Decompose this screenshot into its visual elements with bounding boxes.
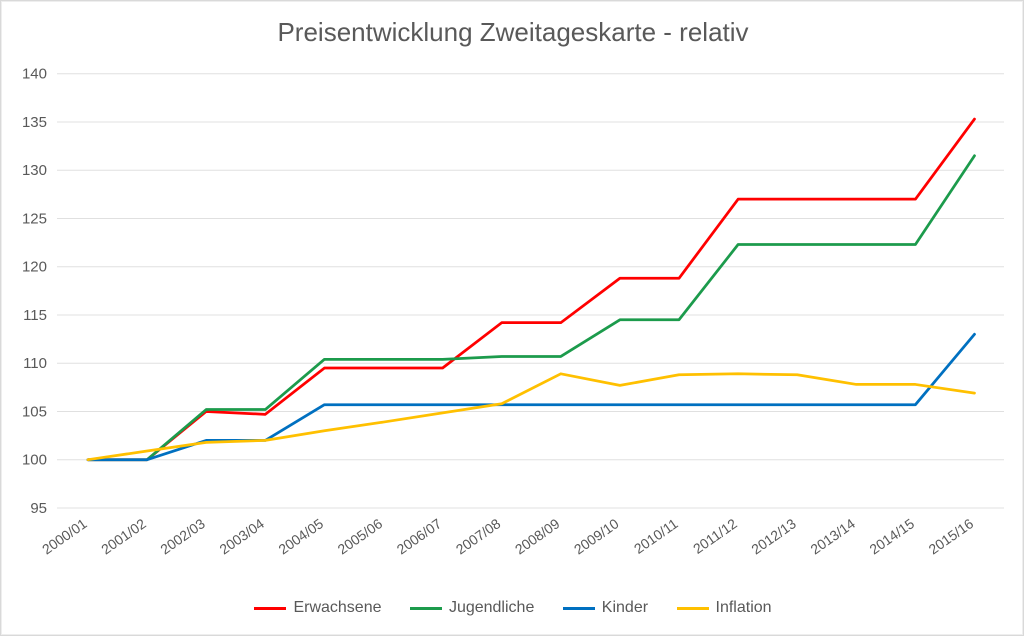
svg-text:135: 135	[22, 114, 47, 131]
svg-text:2008/09: 2008/09	[512, 515, 563, 557]
svg-text:2006/07: 2006/07	[394, 515, 445, 557]
svg-text:2002/03: 2002/03	[157, 515, 208, 557]
svg-text:130: 130	[22, 162, 47, 179]
svg-text:2005/06: 2005/06	[335, 515, 386, 557]
svg-text:2012/13: 2012/13	[748, 515, 799, 557]
svg-text:2014/15: 2014/15	[866, 515, 917, 557]
svg-text:105: 105	[22, 403, 47, 420]
svg-text:2013/14: 2013/14	[807, 515, 858, 557]
svg-text:2015/16: 2015/16	[926, 515, 977, 557]
svg-text:95: 95	[30, 500, 47, 517]
svg-text:110: 110	[23, 355, 47, 372]
svg-text:125: 125	[22, 210, 47, 227]
svg-text:2001/02: 2001/02	[98, 515, 149, 557]
svg-text:2000/01: 2000/01	[39, 515, 90, 557]
svg-text:2003/04: 2003/04	[216, 515, 267, 557]
svg-text:100: 100	[22, 452, 47, 469]
svg-text:2007/08: 2007/08	[453, 515, 504, 557]
svg-text:120: 120	[22, 259, 47, 276]
svg-text:140: 140	[22, 66, 47, 83]
svg-text:115: 115	[23, 307, 47, 324]
svg-text:2011/12: 2011/12	[690, 515, 740, 557]
svg-text:2009/10: 2009/10	[571, 515, 622, 557]
svg-text:2010/11: 2010/11	[631, 515, 681, 557]
svg-text:2004/05: 2004/05	[275, 515, 326, 557]
